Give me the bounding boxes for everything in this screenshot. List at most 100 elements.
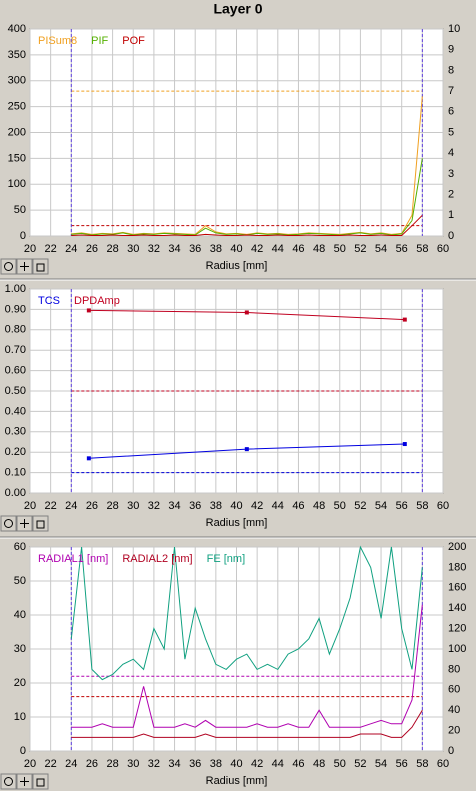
x-tick-label: 60 [437,758,449,770]
y2-tick-label: 60 [448,684,460,696]
y2-tick-label: 120 [448,623,466,635]
x-tick-label: 34 [168,758,180,770]
y-tick-label: 60 [14,541,26,553]
y-tick-label: 0 [20,230,26,242]
x-tick-label: 44 [272,243,284,255]
toolbar-button[interactable] [0,773,17,790]
y-tick-label: 100 [8,178,26,190]
x-tick-label: 26 [86,500,98,512]
legend-entry: FE [nm] [207,553,246,565]
series-line [71,604,423,728]
y2-tick-label: 3 [448,168,454,180]
hand-icon [36,263,45,272]
y2-tick-label: 9 [448,44,454,56]
x-tick-label: 30 [127,758,139,770]
y-tick-label: 50 [14,204,26,216]
zoom-icon [4,262,13,271]
x-tick-label: 38 [210,500,222,512]
y2-tick-label: 140 [448,602,466,614]
y-tick-label: 0.60 [5,365,26,377]
x-tick-label: 20 [24,758,36,770]
y-tick-label: 10 [14,711,26,723]
x-tick-label: 24 [65,500,77,512]
x-tick-label: 20 [24,243,36,255]
x-tick-label: 22 [45,243,57,255]
y2-tick-label: 7 [448,85,454,97]
y-tick-label: 0.20 [5,446,26,458]
y-tick-label: 1.00 [5,283,26,295]
x-tick-label: 28 [106,500,118,512]
x-tick-label: 30 [127,500,139,512]
y-tick-label: 0.80 [5,324,26,336]
x-tick-label: 56 [396,758,408,770]
y-tick-label: 0 [20,745,26,757]
y-tick-label: 400 [8,23,26,35]
y2-tick-label: 180 [448,561,466,573]
x-tick-label: 28 [106,758,118,770]
x-tick-label: 30 [127,243,139,255]
toolbar-button[interactable] [32,515,49,532]
legend-entry: RADIAL1 [nm] [38,553,108,565]
x-tick-label: 56 [396,500,408,512]
y2-tick-label: 200 [448,541,466,553]
x-tick-label: 46 [292,758,304,770]
x-tick-label: 40 [230,243,242,255]
x-tick-label: 44 [272,758,284,770]
x-tick-label: 48 [313,758,325,770]
x-tick-label: 22 [45,500,57,512]
toolbar-button[interactable] [32,773,49,790]
legend-entry: RADIAL2 [nm] [122,553,192,565]
y2-tick-label: 4 [448,147,454,159]
toolbar-button[interactable] [32,258,49,275]
x-tick-label: 42 [251,758,263,770]
hand-icon [36,778,45,787]
y2-tick-label: 5 [448,126,454,138]
zoom-icon [4,519,13,528]
series-line [71,709,423,738]
x-tick-label: 50 [334,243,346,255]
legend-entry: PIF [91,35,108,47]
y2-tick-label: 160 [448,582,466,594]
y-tick-label: 40 [14,609,26,621]
point [86,456,91,461]
x-tick-label: 28 [106,243,118,255]
x-tick-label: 48 [313,500,325,512]
y-tick-label: 250 [8,101,26,113]
x-axis-label: Radius [mm] [206,260,268,272]
y-tick-label: 0.70 [5,344,26,356]
y-tick-label: 0.00 [5,487,26,499]
x-tick-label: 50 [334,758,346,770]
x-tick-label: 38 [210,758,222,770]
x-axis-label: Radius [mm] [206,775,268,787]
x-tick-label: 24 [65,243,77,255]
x-tick-label: 54 [375,500,387,512]
x-tick-label: 24 [65,758,77,770]
x-tick-label: 60 [437,243,449,255]
x-tick-label: 60 [437,500,449,512]
x-tick-label: 52 [354,500,366,512]
x-tick-label: 32 [148,243,160,255]
point [86,308,91,313]
point [244,447,249,452]
x-tick-label: 40 [230,758,242,770]
x-tick-label: 44 [272,500,284,512]
y2-tick-label: 6 [448,106,454,118]
x-tick-label: 54 [375,243,387,255]
y-tick-label: 0.50 [5,385,26,397]
y2-tick-label: 8 [448,64,454,76]
toolbar-button[interactable] [0,258,17,275]
y-tick-label: 0.10 [5,467,26,479]
x-axis-label: Radius [mm] [206,517,268,529]
y2-tick-label: 100 [448,643,466,655]
y2-tick-label: 0 [448,230,454,242]
legend-entry: DPDAmp [74,295,120,307]
legend-entry: TCS [38,295,60,307]
x-tick-label: 52 [354,758,366,770]
x-tick-label: 36 [189,243,201,255]
x-tick-label: 36 [189,500,201,512]
x-tick-label: 52 [354,243,366,255]
x-tick-label: 46 [292,243,304,255]
x-tick-label: 36 [189,758,201,770]
toolbar-button[interactable] [0,515,17,532]
